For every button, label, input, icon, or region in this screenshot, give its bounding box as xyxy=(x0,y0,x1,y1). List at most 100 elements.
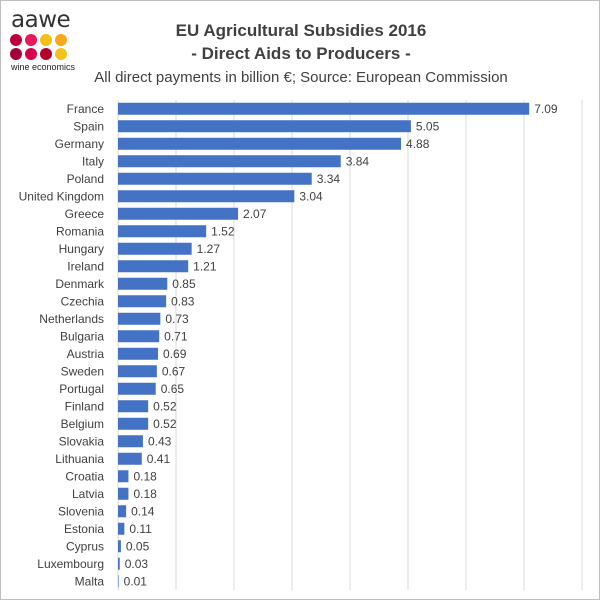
bar xyxy=(118,540,121,553)
bar xyxy=(118,347,159,360)
category-label: Portugal xyxy=(59,382,104,396)
category-label: Malta xyxy=(75,574,105,588)
category-label: Poland xyxy=(67,172,104,186)
bar xyxy=(118,505,127,518)
category-label: Slovakia xyxy=(59,434,105,448)
bar xyxy=(118,365,157,378)
value-label: 0.69 xyxy=(163,347,187,361)
logo-dot xyxy=(10,48,22,60)
bar xyxy=(118,207,239,220)
category-label: France xyxy=(67,102,105,116)
bar xyxy=(118,137,402,150)
bar xyxy=(118,382,156,395)
bar xyxy=(118,242,192,255)
category-label: Ireland xyxy=(67,259,104,273)
value-label: 0.01 xyxy=(124,574,148,588)
category-label: Hungary xyxy=(59,242,104,256)
value-label: 7.09 xyxy=(534,102,558,116)
logo-dot xyxy=(55,48,67,60)
bar xyxy=(118,470,129,483)
bar xyxy=(118,120,411,133)
bar xyxy=(118,435,143,448)
bar xyxy=(118,557,120,570)
value-label: 2.07 xyxy=(243,207,267,221)
logo-dot xyxy=(40,34,52,46)
logo-dot xyxy=(40,48,52,60)
bar xyxy=(118,277,168,290)
value-label: 0.41 xyxy=(147,452,171,466)
category-label: Estonia xyxy=(64,522,104,536)
bar xyxy=(118,487,129,500)
bar xyxy=(118,190,295,203)
value-label: 0.52 xyxy=(153,399,177,413)
category-label: Denmark xyxy=(55,277,105,291)
value-label: 5.05 xyxy=(416,119,440,133)
logo-dot xyxy=(55,34,67,46)
bar xyxy=(118,452,142,465)
value-label: 3.34 xyxy=(317,172,341,186)
category-label: Romania xyxy=(56,224,104,238)
bar xyxy=(118,295,167,308)
value-label: 0.18 xyxy=(133,469,157,483)
category-label: Austria xyxy=(67,347,105,361)
category-label: Latvia xyxy=(72,487,104,501)
chart-subtitle: All direct payments in billion €; Source… xyxy=(94,69,508,86)
value-label: 3.04 xyxy=(299,189,323,203)
logo-dot xyxy=(25,48,37,60)
bar xyxy=(118,522,125,535)
value-label: 0.65 xyxy=(161,382,185,396)
value-label: 1.21 xyxy=(193,259,217,273)
category-label: Belgium xyxy=(61,417,104,431)
category-label: Bulgaria xyxy=(60,329,104,343)
value-label: 0.83 xyxy=(171,294,195,308)
logo-subtitle: wine economics xyxy=(11,62,76,72)
value-label: 0.43 xyxy=(148,434,172,448)
value-label: 3.84 xyxy=(346,154,370,168)
bar xyxy=(118,312,161,325)
logo-dots-icon xyxy=(10,34,67,60)
category-label: Italy xyxy=(82,154,104,168)
value-label: 1.52 xyxy=(211,224,235,238)
value-label: 0.14 xyxy=(131,504,155,518)
value-label: 0.52 xyxy=(153,417,177,431)
value-label: 0.71 xyxy=(164,329,188,343)
bar xyxy=(118,575,119,588)
category-label: Czechia xyxy=(61,294,105,308)
category-label: Cyprus xyxy=(66,539,104,553)
value-label: 0.73 xyxy=(165,312,189,326)
logo-dot xyxy=(25,34,37,46)
bar xyxy=(118,330,160,343)
bar xyxy=(118,172,312,185)
bar xyxy=(118,260,189,273)
bar xyxy=(118,225,207,238)
category-label: Netherlands xyxy=(39,312,104,326)
value-label: 0.11 xyxy=(129,522,152,536)
value-label: 1.27 xyxy=(197,242,221,256)
value-label: 0.18 xyxy=(133,487,157,501)
category-label: Spain xyxy=(73,119,104,133)
category-label: Lithuania xyxy=(55,452,104,466)
category-label: Germany xyxy=(55,137,104,151)
value-label: 4.88 xyxy=(406,137,430,151)
aawe-logo: aawe wine economics xyxy=(9,7,89,73)
category-label: Slovenia xyxy=(58,504,104,518)
value-label: 0.85 xyxy=(172,277,196,291)
category-label: Luxembourg xyxy=(37,557,104,571)
category-label: Finland xyxy=(65,399,104,413)
bar xyxy=(118,400,149,413)
logo-text: aawe xyxy=(11,7,71,33)
value-label: 0.03 xyxy=(125,557,149,571)
chart-title-second-line: - Direct Aids to Producers - xyxy=(191,44,411,63)
value-label: 0.67 xyxy=(162,364,186,378)
bar xyxy=(118,102,530,115)
category-label: Greece xyxy=(65,207,105,221)
bar xyxy=(118,417,149,430)
category-label: United Kingdom xyxy=(19,189,104,203)
value-label: 0.05 xyxy=(126,539,150,553)
bar xyxy=(118,155,341,168)
category-label: Croatia xyxy=(65,469,104,483)
category-label: Sweden xyxy=(61,364,104,378)
chart-title: EU Agricultural Subsidies 2016 xyxy=(175,21,427,40)
